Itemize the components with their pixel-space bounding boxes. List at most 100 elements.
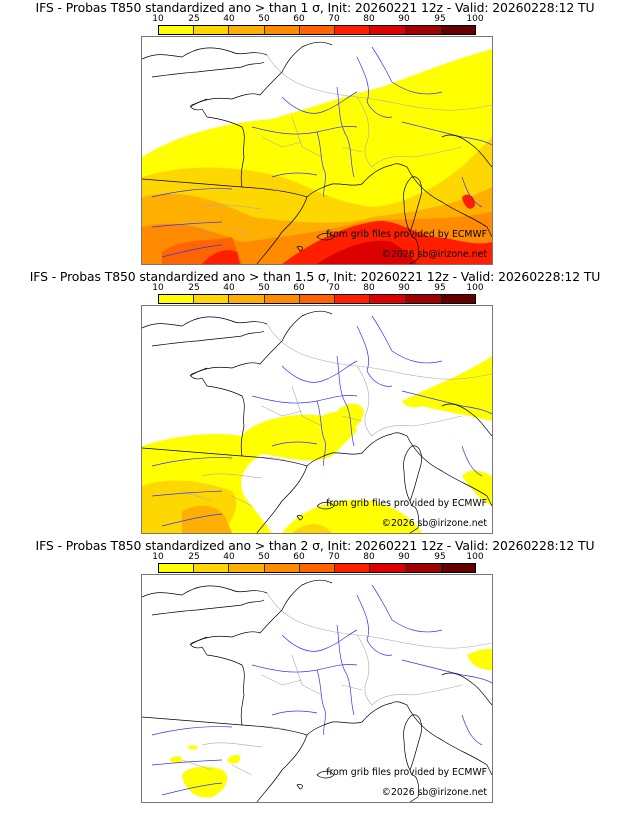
- colorbar: [158, 563, 476, 573]
- colorbar-tick-label: 100: [466, 283, 484, 293]
- river: [336, 86, 355, 178]
- colorbar-tick-label: 100: [466, 14, 484, 24]
- colorbar-tick-label: 95: [434, 283, 446, 293]
- admin-border: [261, 116, 363, 158]
- colorbar-tick-label: 40: [223, 552, 235, 562]
- river: [371, 46, 443, 95]
- probability-area: [467, 648, 492, 670]
- colorbar-swatch: [229, 295, 265, 303]
- river: [461, 445, 483, 477]
- river: [151, 759, 223, 766]
- river: [336, 355, 355, 447]
- probability-area: [292, 524, 332, 533]
- colorbar-swatch: [194, 26, 230, 34]
- colorbar-tick-label: 25: [188, 14, 200, 24]
- probability-area: [402, 356, 492, 421]
- river: [371, 315, 443, 364]
- copyright-credit: ©2026 sb@irizone.net: [381, 249, 487, 260]
- coastline: [441, 403, 492, 437]
- river: [251, 126, 358, 135]
- source-credit: from grib files provided by ECMWF: [326, 498, 487, 509]
- colorbar-tick-label: 50: [258, 552, 270, 562]
- colorbar-swatch: [264, 564, 300, 572]
- colorbar-swatch: [405, 26, 441, 34]
- coastline: [256, 465, 308, 533]
- colorbar-tick-label: 95: [434, 552, 446, 562]
- colorbar-swatch: [229, 564, 265, 572]
- colorbar-swatch: [194, 564, 230, 572]
- copyright-credit: ©2026 sb@irizone.net: [381, 787, 487, 798]
- colorbar-tick-label: 80: [363, 552, 375, 562]
- coastline: [296, 784, 303, 790]
- map-canvas: [142, 310, 492, 533]
- coastline: [441, 672, 492, 706]
- coastline: [142, 98, 245, 188]
- coastline: [151, 599, 265, 616]
- coastline: [241, 701, 492, 776]
- probability-area: [170, 756, 183, 764]
- river: [161, 782, 223, 796]
- source-credit: from grib files provided by ECMWF: [326, 229, 487, 240]
- colorbar-swatch: [299, 564, 336, 572]
- coastline: [316, 501, 335, 510]
- river: [151, 457, 233, 467]
- coastline: [241, 432, 492, 507]
- colorbar-tick-label: 100: [466, 552, 484, 562]
- river: [356, 325, 393, 387]
- panel-title: IFS - Probas T850 standardized ano > tha…: [35, 538, 595, 553]
- coastline: [189, 579, 333, 646]
- colorbar-swatch: [405, 564, 441, 572]
- probability-area: [182, 505, 232, 533]
- colorbar-tick-label: 10: [152, 552, 164, 562]
- coastline: [409, 774, 419, 802]
- coastline: [189, 41, 333, 108]
- colorbar-swatch: [159, 564, 195, 572]
- forecast-panel-3: IFS - Probas T850 standardized ano > tha…: [0, 538, 630, 807]
- admin-border: [371, 684, 463, 706]
- coastline: [316, 770, 335, 779]
- colorbar-swatch: [370, 564, 406, 572]
- colorbar-labels: 10 25 40 50 60 70 80 90 95 100: [152, 283, 486, 294]
- colorbar-tick-label: 50: [258, 14, 270, 24]
- coastline: [151, 61, 265, 78]
- coastline: [256, 734, 308, 802]
- colorbar-tick-label: 50: [258, 283, 270, 293]
- coastline: [151, 330, 265, 347]
- river: [251, 395, 358, 404]
- colorbar-tick-label: 95: [434, 14, 446, 24]
- river: [316, 669, 326, 736]
- river: [151, 726, 233, 736]
- colorbar-swatch: [335, 26, 371, 34]
- coastline: [403, 176, 422, 233]
- coastline: [296, 246, 303, 252]
- coastline: [142, 585, 268, 598]
- river: [271, 172, 318, 178]
- river: [271, 710, 318, 716]
- coastline: [241, 163, 492, 238]
- colorbar-swatch: [264, 295, 300, 303]
- admin-border: [261, 654, 363, 696]
- river: [151, 188, 233, 198]
- coastline: [142, 367, 245, 457]
- river: [401, 659, 492, 684]
- probability-area: [227, 754, 241, 764]
- colorbar-tick-label: 90: [398, 283, 410, 293]
- river: [151, 221, 223, 228]
- colorbar-tick-label: 70: [328, 14, 340, 24]
- colorbar-swatch: [299, 26, 336, 34]
- colorbar-swatch: [299, 295, 336, 303]
- river: [461, 176, 483, 208]
- colorbar-tick-label: 60: [293, 283, 305, 293]
- river: [401, 390, 492, 415]
- admin-border: [266, 592, 373, 706]
- colorbar-tick-label: 60: [293, 14, 305, 24]
- colorbar-tick-label: 25: [188, 283, 200, 293]
- coastline: [441, 134, 492, 168]
- admin-border: [371, 146, 463, 168]
- admin-border: [261, 385, 363, 427]
- river: [281, 91, 358, 114]
- river: [281, 360, 358, 383]
- river: [151, 490, 223, 497]
- colorbar: [158, 25, 476, 35]
- colorbar-swatch: [440, 564, 475, 572]
